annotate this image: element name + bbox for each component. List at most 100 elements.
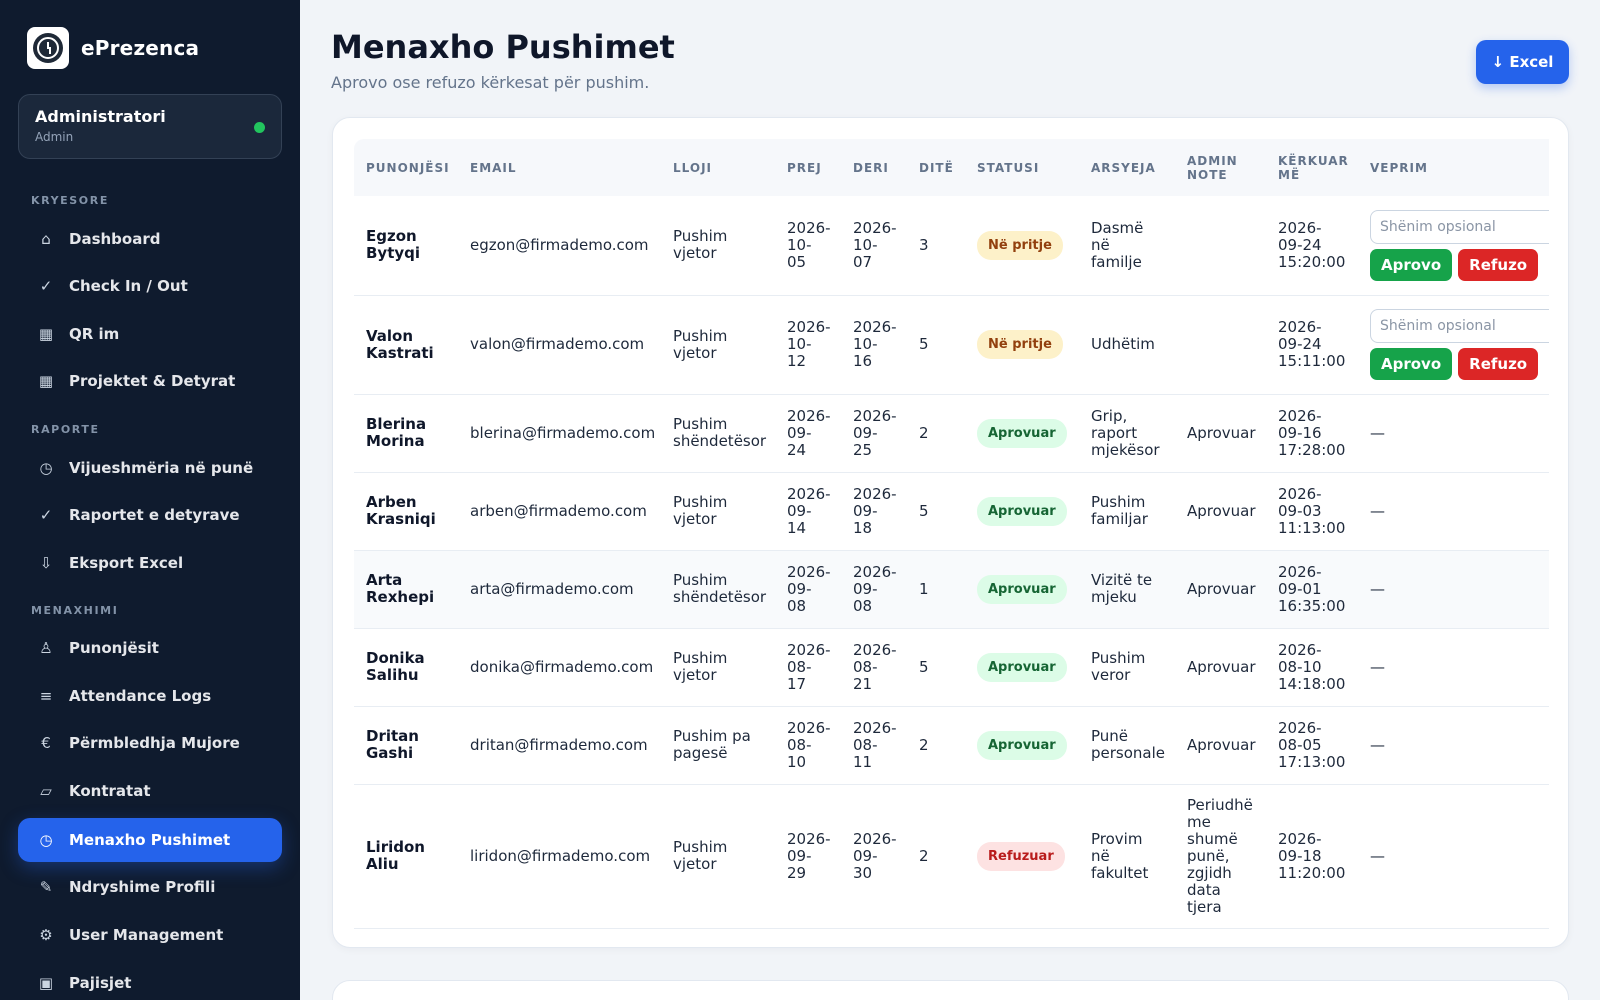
- table-scroll-container[interactable]: PUNONJËSI EMAIL LLOJI PREJ DERI DITË STA…: [354, 139, 1549, 929]
- sidebar-item-attendance-logs[interactable]: ≡ Attendance Logs: [18, 674, 282, 718]
- leave-reason: Grip, raport mjekësor: [1079, 394, 1175, 473]
- employee-name: Donika Salihu: [354, 628, 458, 707]
- admin-note: [1175, 295, 1266, 395]
- column-header-employee[interactable]: PUNONJËSI: [354, 139, 458, 196]
- leave-type: Pushim vjetor: [661, 628, 775, 707]
- excel-export-button[interactable]: ↓ Excel: [1476, 40, 1569, 84]
- leave-from: 2026-09-08: [775, 550, 841, 629]
- sidebar-item-monthly-summary[interactable]: € Përmbledhja Mujore: [18, 721, 282, 765]
- sidebar-item-qr[interactable]: ▦ QR im: [18, 312, 282, 356]
- page-subtitle: Aprovo ose refuzo kërkesat për pushim.: [331, 73, 650, 92]
- sidebar-item-contracts[interactable]: ▱ Kontratat: [18, 769, 282, 813]
- person-icon: ♙: [39, 639, 53, 657]
- requested-at: 2026-09-01 16:35:00: [1266, 550, 1358, 629]
- leave-requests-card: PUNONJËSI EMAIL LLOJI PREJ DERI DITË STA…: [332, 117, 1569, 948]
- employee-email: dritan@firmademo.com: [458, 706, 661, 785]
- sidebar-item-check-in-out[interactable]: ✓ Check In / Out: [18, 264, 282, 308]
- action-buttons: Aprovo Refuzo: [1370, 248, 1539, 281]
- table-row: Liridon Aliu liridon@firmademo.com Pushi…: [354, 784, 1549, 929]
- leave-to: 2026-10-16: [841, 295, 907, 395]
- status-badge: Aprovuar: [977, 652, 1067, 682]
- column-header-requested[interactable]: KËRKUAR MË: [1266, 139, 1358, 196]
- employee-name: Arta Rexhepi: [354, 550, 458, 629]
- sidebar-item-label: Attendance Logs: [69, 687, 212, 705]
- table-row: Donika Salihu donika@firmademo.com Pushi…: [354, 628, 1549, 707]
- leave-to: 2026-09-30: [841, 784, 907, 929]
- requested-at: 2026-08-05 17:13:00: [1266, 706, 1358, 785]
- sidebar-item-label: Eksport Excel: [69, 554, 184, 572]
- column-header-admin-note[interactable]: ADMIN NOTE: [1175, 139, 1266, 196]
- column-header-email[interactable]: EMAIL: [458, 139, 661, 196]
- leave-days: 5: [907, 472, 965, 551]
- reject-button[interactable]: Refuzo: [1458, 348, 1539, 380]
- leave-days: 2: [907, 706, 965, 785]
- employee-email: arta@firmademo.com: [458, 550, 661, 629]
- leave-from: 2026-09-29: [775, 784, 841, 929]
- status-cell: Aprovuar: [965, 706, 1079, 785]
- column-header-to[interactable]: DERI: [841, 139, 907, 196]
- clock-icon: ◷: [39, 831, 53, 849]
- employee-email: liridon@firmademo.com: [458, 784, 661, 929]
- sidebar-item-label: Dashboard: [69, 230, 161, 248]
- user-card[interactable]: Administratori Admin: [18, 94, 282, 159]
- requested-at: 2026-09-24 15:20:00: [1266, 196, 1358, 296]
- sidebar-item-label: User Management: [69, 926, 224, 944]
- sidebar-item-profile-changes[interactable]: ✎ Ndryshime Profili: [18, 865, 282, 909]
- sidebar-item-label: Pajisjet: [69, 974, 132, 992]
- admin-note: Aprovuar: [1175, 706, 1266, 785]
- status-cell: Në pritje: [965, 196, 1079, 296]
- table-row: Valon Kastrati valon@firmademo.com Pushi…: [354, 295, 1549, 395]
- leave-type: Pushim vjetor: [661, 196, 775, 296]
- leave-reason: Punë personale: [1079, 706, 1175, 785]
- table-row: Arben Krasniqi arben@firmademo.com Pushi…: [354, 472, 1549, 551]
- leave-to: 2026-08-21: [841, 628, 907, 707]
- leave-from: 2026-10-12: [775, 295, 841, 395]
- table-row: Blerina Morina blerina@firmademo.com Pus…: [354, 394, 1549, 473]
- column-header-type[interactable]: LLOJI: [661, 139, 775, 196]
- admin-note: Periudhë me shumë punë, zgjidh data tjer…: [1175, 784, 1266, 929]
- sidebar-item-projects[interactable]: ▦ Projektet & Detyrat: [18, 359, 282, 403]
- section-label-management: MENAXHIMI: [31, 604, 119, 617]
- leave-days: 5: [907, 295, 965, 395]
- status-cell: Aprovuar: [965, 550, 1079, 629]
- qr-code-icon: ▦: [38, 325, 54, 343]
- device-icon: ▣: [38, 974, 54, 992]
- leave-to: 2026-10-07: [841, 196, 907, 296]
- app-name: ePrezenca: [81, 36, 200, 60]
- column-header-from[interactable]: PREJ: [775, 139, 841, 196]
- employee-name: Arben Krasniqi: [354, 472, 458, 551]
- sidebar-item-attendance[interactable]: ◷ Vijueshmëria në punë: [18, 446, 282, 490]
- sidebar-item-employees[interactable]: ♙ Punonjësit: [18, 626, 282, 670]
- grid-icon: ▦: [38, 372, 54, 390]
- approve-button[interactable]: Aprovo: [1370, 348, 1453, 380]
- sidebar-item-label: Përmbledhja Mujore: [69, 734, 240, 752]
- column-header-action[interactable]: VEPRIM: [1358, 139, 1549, 196]
- reject-button[interactable]: Refuzo: [1458, 248, 1539, 281]
- status-badge: Aprovuar: [977, 496, 1067, 526]
- employee-email: blerina@firmademo.com: [458, 394, 661, 473]
- leave-type: Pushim vjetor: [661, 472, 775, 551]
- action-cell: Aprovo Refuzo: [1358, 295, 1549, 395]
- action-cell: Aprovo Refuzo: [1358, 196, 1549, 296]
- column-header-status[interactable]: STATUSI: [965, 139, 1079, 196]
- sidebar-item-devices[interactable]: ▣ Pajisjet: [18, 961, 282, 1000]
- admin-note: Aprovuar: [1175, 394, 1266, 473]
- sidebar-item-task-reports[interactable]: ✓ Raportet e detyrave: [18, 493, 282, 537]
- sidebar-item-dashboard[interactable]: ⌂ Dashboard: [18, 217, 282, 261]
- sidebar-item-user-management[interactable]: ⚙ User Management: [18, 913, 282, 957]
- sidebar-item-label: Kontratat: [69, 782, 151, 800]
- admin-note-input[interactable]: [1370, 309, 1549, 343]
- status-badge: Në pritje: [977, 230, 1063, 260]
- leave-type: Pushim shëndetësor: [661, 550, 775, 629]
- column-header-days[interactable]: DITË: [907, 139, 965, 196]
- column-header-reason[interactable]: ARSYEJA: [1079, 139, 1175, 196]
- approve-button[interactable]: Aprovo: [1370, 248, 1453, 281]
- table-row: Egzon Bytyqi egzon@firmademo.com Pushim …: [354, 196, 1549, 296]
- section-label-reports: RAPORTE: [31, 423, 100, 436]
- action-cell: —: [1358, 472, 1549, 551]
- brand[interactable]: ePrezenca: [27, 27, 199, 69]
- sidebar-item-label: Raportet e detyrave: [69, 506, 240, 524]
- sidebar-item-excel-export[interactable]: ⇩ Eksport Excel: [18, 541, 282, 585]
- sidebar-item-manage-leave[interactable]: ◷ Menaxho Pushimet: [18, 818, 282, 862]
- admin-note-input[interactable]: [1370, 209, 1549, 244]
